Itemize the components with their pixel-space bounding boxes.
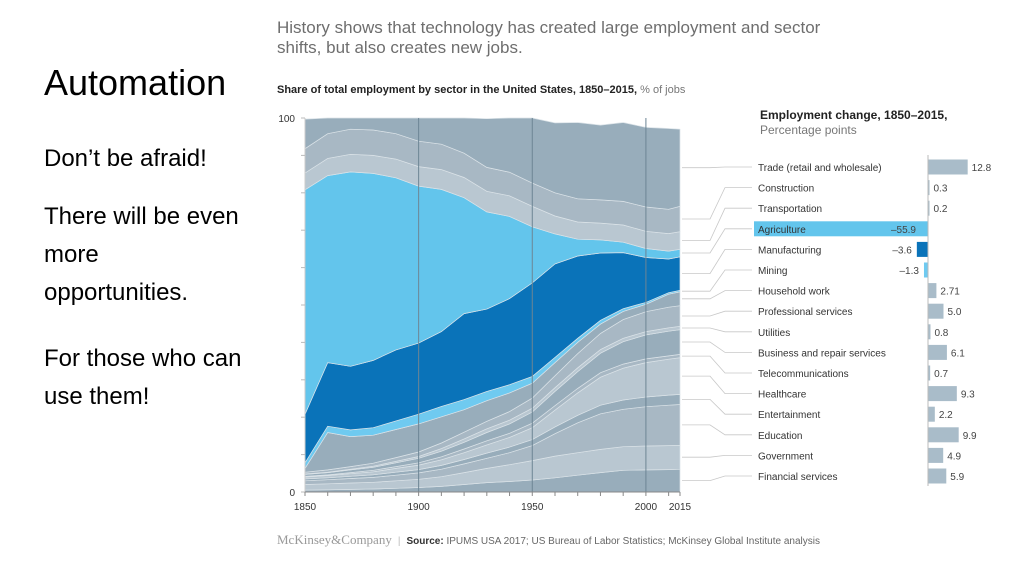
bar-construction (928, 180, 930, 196)
value-label: 0.7 (934, 369, 948, 380)
y-tick-label: 0 (289, 488, 295, 499)
value-label: 0.3 (934, 184, 948, 195)
sector-label: Utilities (758, 328, 790, 339)
value-label: 6.1 (951, 348, 965, 359)
area-chart-title-unit: % of jobs (637, 84, 686, 96)
chart-headline: History shows that technology has create… (277, 18, 821, 57)
sector-label: Construction (758, 184, 814, 195)
sector-label: Agriculture (758, 225, 806, 236)
bar-transportation (928, 200, 930, 216)
sector-label: Entertainment (758, 410, 820, 421)
leader-line (682, 327, 752, 333)
footer-separator: | (397, 536, 401, 547)
leader-line (682, 475, 752, 482)
value-label: 9.9 (963, 431, 977, 442)
value-label: 0.2 (934, 204, 948, 215)
x-tick-label: 2000 (635, 502, 658, 513)
leader-line (682, 207, 752, 241)
bar-chart-title: Employment change, 1850–2015, Percentage … (760, 108, 947, 138)
x-gridlines (418, 118, 647, 492)
sector-label: Transportation (758, 204, 822, 215)
value-label: 2.2 (939, 410, 953, 421)
leader-lines (682, 166, 752, 482)
sector-label: Trade (retail and wholesale) (758, 163, 882, 174)
value-label: 5.9 (950, 472, 964, 483)
bar-manufacturing (916, 241, 928, 257)
bar-agriculture (754, 221, 928, 237)
bar-chart: Trade (retail and wholesale) 12.8 Construc… (754, 155, 992, 486)
bar-business-and-repair-services (928, 344, 947, 360)
leader-line (682, 269, 752, 292)
value-label: 5.0 (948, 307, 962, 318)
bar-telecommunications (928, 365, 931, 381)
footer: McKinsey&Company | Source: IPUMS USA 2017;… (277, 532, 820, 548)
sector-label: Telecommunications (758, 369, 849, 380)
bar-chart-title-main: Employment change, 1850–2015, (760, 108, 948, 122)
bullet-more-opportunities: There will be even more opportunities. (44, 203, 239, 306)
bar-healthcare (928, 386, 957, 402)
x-tick-label: 2015 (669, 502, 692, 513)
bar-household-work (928, 283, 937, 299)
value-label: 2.71 (940, 287, 960, 298)
leader-line (682, 424, 752, 436)
value-label: 12.8 (972, 163, 992, 174)
y-tick-label: 100 (278, 114, 295, 125)
bar-education (928, 427, 959, 443)
bar-government (928, 447, 944, 463)
leader-line (682, 166, 752, 169)
sector-label: Financial services (758, 472, 837, 483)
bullet-dont-be-afraid: Don’t be afraid! (44, 145, 207, 172)
leader-line (682, 187, 752, 220)
area-chart-title: Share of total employment by sector in t… (277, 84, 685, 96)
bullet-for-those-who-can: For those who can use them! (44, 345, 242, 410)
sector-label: Manufacturing (758, 245, 821, 256)
x-tick-label: 1900 (408, 502, 431, 513)
value-label: –3.6 (892, 245, 912, 256)
bar-trade-retail-and-wholesale (928, 159, 968, 175)
value-label: 0.8 (934, 328, 948, 339)
leader-line (682, 310, 752, 317)
bar-chart-title-sub: Percentage points (760, 123, 857, 137)
leader-line (682, 375, 752, 395)
leader-line (682, 228, 752, 254)
value-label: 4.9 (947, 451, 961, 462)
leader-line (682, 290, 752, 300)
axes: 0 100 1850 1900 1950 2000 2015 (278, 114, 691, 513)
sector-label: Professional services (758, 307, 852, 318)
mckinsey-logo: McKinsey&Company (277, 532, 392, 547)
source-text: IPUMS USA 2017; US Bureau of Labor Stati… (443, 536, 820, 547)
x-tick-label: 1850 (294, 502, 317, 513)
source-label: Source: (406, 536, 444, 547)
bar-utilities (928, 324, 931, 340)
sector-label: Government (758, 451, 813, 462)
bar-financial-services (928, 468, 947, 484)
sector-label: Household work (758, 287, 831, 298)
bar-mining (923, 262, 928, 278)
value-label: –1.3 (900, 266, 920, 277)
value-label: 9.3 (961, 390, 975, 401)
sector-label: Business and repair services (758, 348, 886, 359)
sector-label: Education (758, 431, 802, 442)
area-layers (304, 117, 681, 493)
leader-line (682, 248, 752, 275)
slide-title: Automation (44, 62, 227, 103)
bar-entertainment (928, 406, 935, 422)
value-label: –55.9 (891, 225, 916, 236)
area-chart-title-main: Share of total employment by sector in t… (277, 84, 638, 96)
bar-professional-services (928, 303, 944, 319)
sector-label: Healthcare (758, 390, 807, 401)
x-tick-label: 1950 (521, 502, 544, 513)
leader-line (682, 454, 752, 458)
leader-line (682, 341, 752, 353)
sector-label: Mining (758, 266, 787, 277)
leader-line (682, 398, 752, 415)
leader-line (682, 355, 752, 374)
